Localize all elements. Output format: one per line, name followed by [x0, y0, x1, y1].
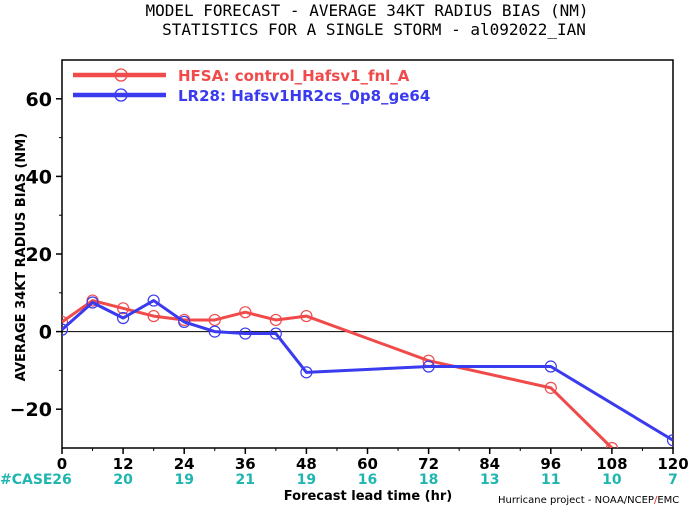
x-tick-label: 12	[113, 455, 134, 473]
x-tick-label: 120	[657, 455, 688, 473]
credit-suffix: EMC	[657, 495, 679, 506]
case-count: 7	[668, 472, 678, 488]
series-point-1	[178, 315, 191, 328]
series-point-1	[116, 311, 130, 325]
case-count: 16	[358, 472, 377, 488]
y-tick-label: 0	[39, 322, 52, 344]
case-count: 19	[297, 472, 316, 488]
plot-area: −200204060026122024193621481960167218841…	[10, 59, 689, 488]
series-group	[62, 294, 673, 448]
case-count: 26	[52, 472, 71, 488]
credit-slash: /	[654, 495, 658, 506]
x-tick-label: 24	[174, 455, 195, 473]
series-point-0	[605, 441, 618, 448]
credit-text: Hurricane project - NOAA/NCEP/EMC	[498, 495, 679, 506]
series-point-1	[147, 294, 160, 307]
series-point-1	[300, 366, 313, 379]
series-point-0	[300, 309, 313, 323]
series-point-0	[239, 306, 252, 319]
legend-marker-0	[114, 68, 128, 82]
x-tick-label: 108	[596, 455, 627, 473]
case-count: 20	[113, 472, 133, 488]
series-line-0	[62, 299, 613, 448]
series-point-1	[239, 327, 252, 340]
plot-frame	[61, 59, 674, 449]
series-point-1	[62, 323, 69, 336]
x-tick-label: 96	[540, 455, 561, 473]
case-count: 21	[236, 472, 255, 488]
y-tick-label: 20	[26, 244, 52, 266]
series-point-1	[269, 327, 282, 340]
x-axis-label: Forecast lead time (hr)	[284, 489, 452, 504]
series-point-0	[208, 313, 221, 327]
x-tick-label: 48	[296, 455, 317, 473]
series-point-1	[666, 434, 673, 447]
credit-prefix: Hurricane project - NOAA/NCEP	[498, 495, 654, 506]
case-count: 18	[419, 472, 438, 488]
case-count: 19	[174, 472, 193, 488]
series-point-0	[544, 381, 557, 394]
x-tick-label: 84	[479, 455, 500, 473]
legend-marker-1	[114, 88, 128, 102]
x-tick-label: 72	[418, 455, 439, 473]
case-count: 10	[602, 472, 622, 488]
case-label: #CASE	[0, 472, 53, 488]
series-point-0	[269, 313, 282, 327]
y-tick-label: −20	[10, 399, 52, 421]
series-point-1	[86, 296, 99, 309]
series-point-0	[147, 309, 160, 323]
series-point-1	[208, 325, 221, 338]
legend-label-1: LR28: Hafsv1HR2cs_0p8_ge64	[178, 87, 430, 105]
x-tick-label: 60	[357, 455, 378, 473]
x-tick-label: 36	[235, 455, 256, 473]
series-point-0	[62, 315, 69, 328]
y-tick-label: 40	[26, 166, 52, 188]
series-point-0	[116, 302, 130, 315]
chart-title-line1: MODEL FORECAST - AVERAGE 34KT RADIUS BIA…	[145, 1, 588, 20]
case-count: 11	[541, 472, 560, 488]
legend-label-0: HFSA: control_Hafsv1_fnl_A	[178, 67, 410, 85]
y-tick-label: 60	[26, 89, 52, 111]
chart-title-line2: STATISTICS FOR A SINGLE STORM - al092022…	[162, 20, 586, 39]
x-tick-label: 0	[57, 455, 67, 473]
series-point-1	[544, 360, 557, 373]
series-point-1	[422, 360, 435, 373]
case-count: 13	[480, 472, 499, 488]
y-axis-label: AVERAGE 34KT RADIUS BIAS (NM)	[14, 133, 29, 381]
